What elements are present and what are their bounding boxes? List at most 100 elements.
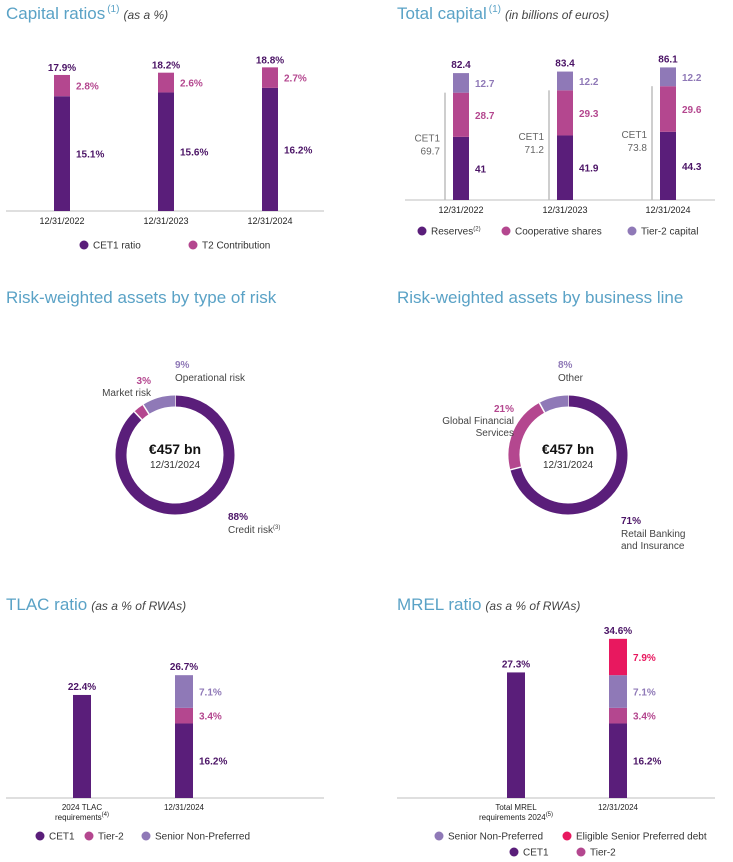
total-capital-cet1-value: 71.2 — [525, 145, 545, 156]
rwa-risk-slice — [143, 395, 176, 415]
tlac-legend-tier2-swatch — [84, 831, 94, 841]
rwa-business-other-name: Other — [558, 373, 584, 384]
tlac-title: TLAC ratio (as a % of RWAs) — [6, 595, 187, 614]
capital-ratios-total-label: 18.2% — [152, 61, 180, 72]
mrel-x-tick-note: (5) — [546, 812, 553, 818]
tlac-bar-requirement — [73, 694, 91, 798]
capital-ratios-bar-cet1 — [158, 92, 174, 211]
tlac-subtitle: (as a % of RWAs) — [91, 599, 187, 613]
total-capital-x-tick: 12/31/2024 — [645, 205, 690, 215]
rwa-business-slice — [510, 395, 628, 515]
rwa-risk-title: Risk-weighted assets by type of risk — [6, 288, 277, 307]
rwa-risk-market-name: Market risk — [102, 388, 152, 399]
rwa-risk-slice — [115, 395, 235, 515]
capital-ratios-x-tick: 12/31/2022 — [39, 216, 84, 226]
tlac-cet1-label: 16.2% — [199, 757, 227, 768]
tlac-panel: TLAC ratio (as a % of RWAs) 22.4% 16.2% 3.4… — [6, 595, 346, 857]
mrel-title: MREL ratio (as a % of RWAs) — [397, 595, 581, 614]
total-capital-legend-reserves-swatch — [417, 226, 427, 236]
tlac-legend-tier2-label: Tier-2 — [98, 832, 124, 843]
total-capital-reserves-label: 41.9 — [579, 164, 599, 175]
rwa-risk-credit-name-note: (3) — [273, 525, 280, 531]
tlac-x-tick: 12/31/2024 — [164, 803, 205, 812]
total-capital-coop-label: 29.6 — [682, 105, 702, 116]
mrel-legend-cet1-swatch — [509, 847, 519, 857]
total-capital-reserves-label: 41 — [475, 164, 487, 175]
total-capital-cet1-caption: CET1 — [621, 130, 647, 141]
total-capital-legend-coop-label: Cooperative shares — [515, 227, 602, 238]
rwa-business-slice — [508, 402, 545, 470]
mrel-bar-tier2 — [609, 707, 627, 724]
total-capital-chart: 41 28.7 12.7 82.4 CET1 69.7 12/31/2022 41.9 29.3… — [405, 54, 715, 238]
capital-ratios-bar-t2 — [262, 67, 278, 88]
total-capital-cet1-value: 69.7 — [421, 146, 441, 157]
capital-ratios-bar-cet1 — [262, 87, 278, 211]
mrel-panel: MREL ratio (as a % of RWAs) 27.3% 16.2% 3.4… — [397, 595, 727, 859]
tlac-total-label: 26.7% — [170, 662, 198, 673]
mrel-subtitle: (as a % of RWAs) — [485, 599, 581, 613]
total-capital-bar-coop — [453, 92, 469, 137]
mrel-legend-esp-label: Eligible Senior Preferred debt — [576, 832, 707, 843]
total-capital-tier2-label: 12.7 — [475, 79, 495, 90]
rwa-business-center-date: 12/31/2024 — [543, 460, 593, 471]
mrel-x-tick: Total MREL — [495, 803, 537, 812]
capital-ratios-x-tick: 12/31/2023 — [143, 216, 188, 226]
rwa-risk-center-date: 12/31/2024 — [150, 460, 200, 471]
total-capital-bar-tier2 — [557, 71, 573, 91]
capital-ratios-bar-cet1 — [54, 96, 70, 211]
total-capital-tier2-label: 12.2 — [682, 73, 702, 84]
mrel-cet1-label: 16.2% — [633, 757, 661, 768]
mrel-legend-tier2-swatch — [576, 847, 586, 857]
capital-ratios-chart: 17.9%2.8% 15.1% 12/31/2022 18.2%2.6% 15.6% 12… — [6, 55, 324, 252]
total-capital-subtitle: (in billions of euros) — [505, 8, 610, 22]
tlac-x-tick-note: (4) — [102, 812, 109, 818]
tlac-bar-snp — [175, 675, 193, 708]
capital-ratios-legend-cet1-label: CET1 ratio — [93, 241, 141, 252]
capital-ratios-legend-t2-swatch — [188, 240, 198, 250]
total-capital-cet1-caption: CET1 — [518, 132, 544, 143]
mrel-legend-cet1-label: CET1 — [523, 848, 549, 859]
capital-ratios-subtitle: (as a %) — [123, 8, 169, 22]
total-capital-total-label: 86.1 — [658, 54, 678, 65]
tlac-bar-tier2 — [175, 707, 193, 724]
mrel-bar-esp — [609, 638, 627, 676]
rwa-business-title: Risk-weighted assets by business line — [397, 288, 684, 307]
mrel-esp-label: 7.9% — [633, 653, 656, 664]
total-capital-x-tick: 12/31/2022 — [438, 205, 483, 215]
mrel-bar-cet1 — [609, 723, 627, 798]
rwa-business-retail-name: and Insurance — [621, 541, 685, 552]
mrel-x-tick: 12/31/2024 — [598, 803, 639, 812]
rwa-risk-operational-name: Operational risk — [175, 373, 246, 384]
total-capital-legend-reserves-label-note: (2) — [473, 227, 480, 233]
mrel-bar-snp — [609, 675, 627, 708]
capital-ratios-title: Capital ratios (1) (as a %) — [6, 4, 169, 23]
rwa-business-gfs-value: 21% — [494, 404, 514, 415]
rwa-business-retail-value: 71% — [621, 516, 641, 527]
rwa-risk-credit-name: Credit risk(3) — [228, 525, 280, 536]
capital-ratios-cet1-label: 15.6% — [180, 148, 208, 159]
total-capital-legend-tier2-swatch — [627, 226, 637, 236]
total-capital-bar-tier2 — [660, 67, 676, 87]
rwa-business-panel: Risk-weighted assets by business line €4… — [397, 288, 727, 568]
rwa-risk-slice — [134, 404, 150, 420]
total-capital-bar-reserves — [453, 136, 469, 200]
total-capital-legend-coop-swatch — [501, 226, 511, 236]
total-capital-title: Total capital (1) (in billions of euros) — [397, 4, 610, 23]
total-capital-x-tick: 12/31/2023 — [542, 205, 587, 215]
total-capital-total-label: 82.4 — [451, 60, 471, 71]
tlac-bar-cet1 — [175, 723, 193, 798]
tlac-legend-cet1-swatch — [35, 831, 45, 841]
tlac-legend-cet1-label: CET1 — [49, 832, 75, 843]
rwa-business-gfs-name: Services — [476, 428, 514, 439]
total-capital-coop-label: 28.7 — [475, 111, 495, 122]
mrel-total-label: 34.6% — [604, 626, 632, 637]
rwa-business-center-value: €457 bn — [542, 441, 594, 457]
total-capital-panel: Total capital (1) (in billions of euros) 4… — [397, 4, 727, 264]
capital-ratios-cet1-label: 15.1% — [76, 150, 104, 161]
tlac-x-tick: 2024 TLAC — [62, 803, 103, 812]
mrel-legend-esp-swatch — [562, 831, 572, 841]
mrel-bar-requirement — [507, 672, 525, 798]
rwa-risk-chart: €457 bn 12/31/2024 88% Credit risk(3) 3%Mark… — [102, 360, 280, 536]
total-capital-bar-coop — [557, 90, 573, 136]
